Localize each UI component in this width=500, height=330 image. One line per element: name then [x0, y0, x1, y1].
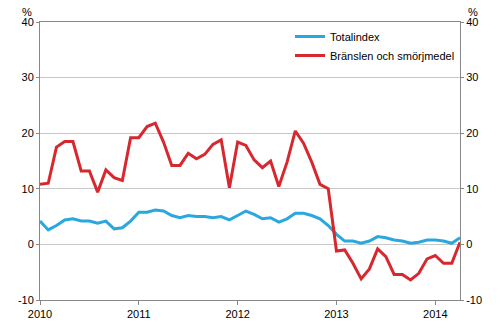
svg-text:0: 0 — [466, 238, 472, 250]
svg-text:2014: 2014 — [423, 308, 447, 320]
svg-text:10: 10 — [466, 183, 478, 195]
svg-text:2013: 2013 — [324, 308, 348, 320]
svg-text:Totalindex: Totalindex — [330, 31, 380, 43]
svg-text:20: 20 — [466, 127, 478, 139]
svg-text:-10: -10 — [18, 294, 34, 306]
svg-text:20: 20 — [22, 127, 34, 139]
svg-text:40: 40 — [22, 16, 34, 28]
svg-text:Bränslen och smörjmedel: Bränslen och smörjmedel — [330, 50, 454, 62]
svg-text:40: 40 — [466, 16, 478, 28]
svg-text:2011: 2011 — [127, 308, 151, 320]
svg-text:10: 10 — [22, 183, 34, 195]
svg-text:%: % — [468, 6, 478, 18]
svg-text:0: 0 — [28, 238, 34, 250]
svg-text:30: 30 — [466, 71, 478, 83]
svg-text:30: 30 — [22, 71, 34, 83]
svg-text:2012: 2012 — [225, 308, 249, 320]
svg-text:-10: -10 — [466, 294, 482, 306]
svg-text:2010: 2010 — [28, 308, 52, 320]
svg-text:%: % — [22, 6, 32, 18]
